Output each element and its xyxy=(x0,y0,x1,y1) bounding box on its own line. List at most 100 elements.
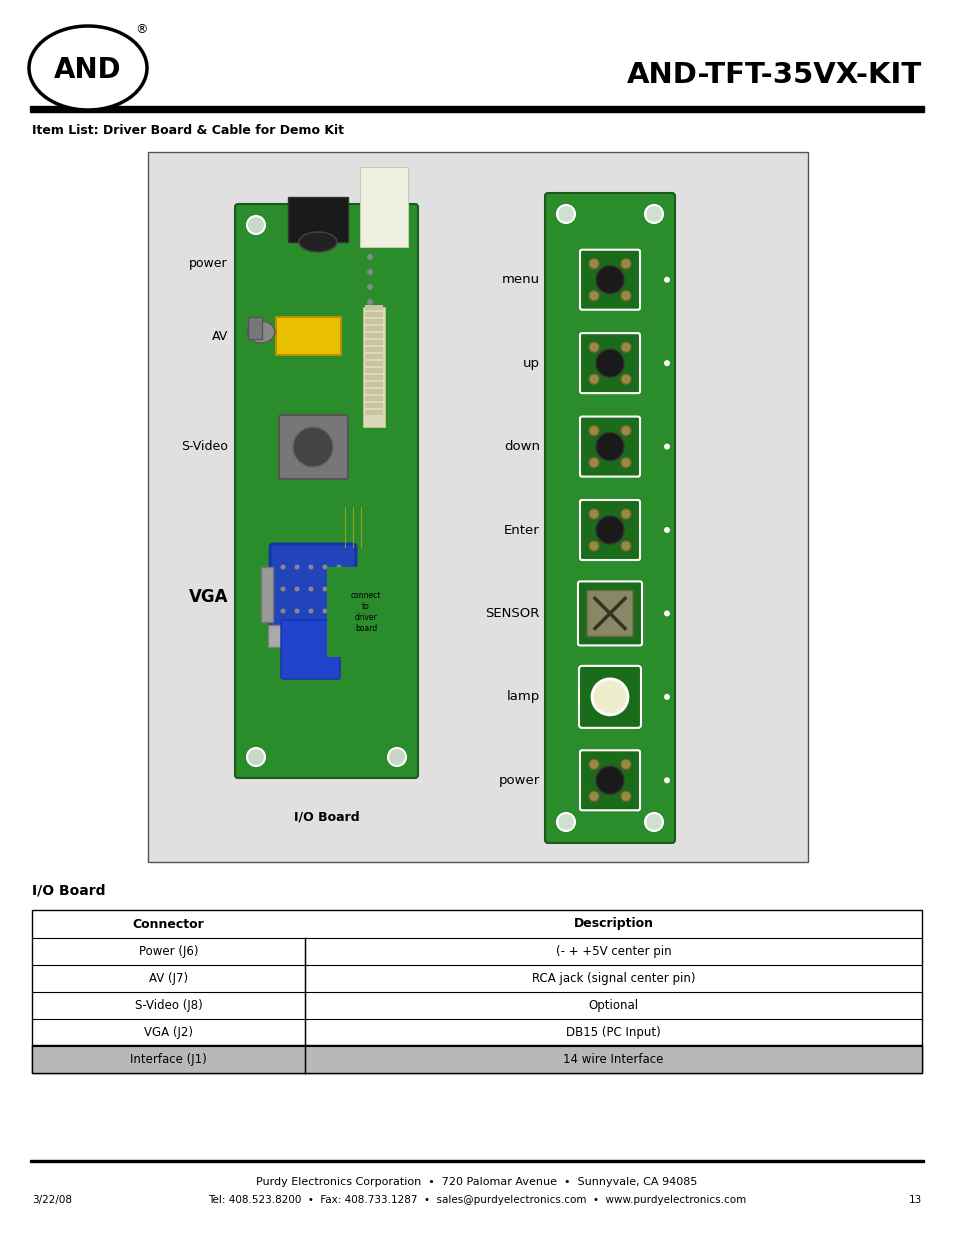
FancyBboxPatch shape xyxy=(579,249,639,310)
Circle shape xyxy=(294,587,299,592)
Text: S-Video (J8): S-Video (J8) xyxy=(134,999,202,1011)
Bar xyxy=(365,382,382,387)
Circle shape xyxy=(588,258,598,269)
Bar xyxy=(363,308,385,427)
Text: connect
to
driver
board: connect to driver board xyxy=(351,590,381,634)
Circle shape xyxy=(322,564,327,569)
Bar xyxy=(365,403,382,408)
Text: VGA (J2): VGA (J2) xyxy=(144,1026,193,1039)
Circle shape xyxy=(294,609,299,614)
Bar xyxy=(275,317,340,354)
Text: menu: menu xyxy=(501,273,539,287)
Circle shape xyxy=(620,342,630,352)
Text: Item List: Driver Board & Cable for Demo Kit: Item List: Driver Board & Cable for Demo… xyxy=(32,124,344,137)
Circle shape xyxy=(644,205,662,224)
FancyBboxPatch shape xyxy=(579,500,639,559)
FancyBboxPatch shape xyxy=(579,416,639,477)
Circle shape xyxy=(588,290,598,300)
Circle shape xyxy=(596,350,623,377)
Circle shape xyxy=(663,443,669,450)
Bar xyxy=(248,317,262,338)
Text: RCA jack (signal center pin): RCA jack (signal center pin) xyxy=(531,972,695,986)
Text: Connector: Connector xyxy=(132,918,204,930)
Text: down: down xyxy=(503,440,539,453)
Circle shape xyxy=(588,374,598,384)
FancyBboxPatch shape xyxy=(579,333,639,393)
Circle shape xyxy=(336,564,341,569)
Bar xyxy=(353,567,365,622)
Circle shape xyxy=(596,766,623,794)
Text: Purdy Electronics Corporation  •  720 Palomar Avenue  •  Sunnyvale, CA 94085: Purdy Electronics Corporation • 720 Palo… xyxy=(256,1177,697,1187)
Text: power: power xyxy=(498,774,539,787)
Text: 13: 13 xyxy=(908,1195,921,1205)
Bar xyxy=(268,625,297,647)
Circle shape xyxy=(620,458,630,468)
Circle shape xyxy=(367,299,373,305)
Bar xyxy=(365,340,382,345)
Bar xyxy=(365,312,382,317)
Bar xyxy=(32,910,921,1073)
Ellipse shape xyxy=(298,232,336,252)
Text: DB15 (PC Input): DB15 (PC Input) xyxy=(565,1026,660,1039)
Bar xyxy=(365,319,382,324)
Bar xyxy=(365,333,382,338)
Text: I/O Board: I/O Board xyxy=(294,810,359,824)
Bar xyxy=(359,167,408,247)
Circle shape xyxy=(592,679,627,715)
Circle shape xyxy=(322,609,327,614)
FancyBboxPatch shape xyxy=(234,204,417,778)
Text: 14 wire Interface: 14 wire Interface xyxy=(562,1053,663,1066)
Text: SENSOR: SENSOR xyxy=(485,606,539,620)
Text: Interface (J1): Interface (J1) xyxy=(130,1053,207,1066)
Text: S-Video: S-Video xyxy=(181,441,228,453)
Text: Enter: Enter xyxy=(504,524,539,536)
Circle shape xyxy=(663,277,669,283)
Circle shape xyxy=(620,541,630,551)
Bar xyxy=(365,375,382,380)
Circle shape xyxy=(280,587,285,592)
Text: AV: AV xyxy=(212,331,228,343)
FancyBboxPatch shape xyxy=(578,582,641,646)
Circle shape xyxy=(367,254,373,261)
Bar xyxy=(30,106,923,112)
Bar xyxy=(365,326,382,331)
Text: Optional: Optional xyxy=(588,999,638,1011)
Bar xyxy=(148,152,807,862)
Circle shape xyxy=(367,269,373,275)
Circle shape xyxy=(588,426,598,436)
FancyBboxPatch shape xyxy=(579,751,639,810)
Text: (- + +5V center pin: (- + +5V center pin xyxy=(555,945,671,958)
Circle shape xyxy=(588,342,598,352)
Ellipse shape xyxy=(29,26,147,110)
Circle shape xyxy=(596,266,623,294)
Text: Description: Description xyxy=(573,918,653,930)
Circle shape xyxy=(663,777,669,783)
Circle shape xyxy=(294,564,299,569)
Circle shape xyxy=(596,516,623,543)
FancyBboxPatch shape xyxy=(270,543,355,630)
Text: AND: AND xyxy=(54,56,122,84)
Circle shape xyxy=(557,205,575,224)
Text: lamp: lamp xyxy=(506,690,539,704)
FancyBboxPatch shape xyxy=(278,415,348,479)
Circle shape xyxy=(293,427,333,467)
Circle shape xyxy=(663,694,669,700)
Circle shape xyxy=(247,216,265,233)
Circle shape xyxy=(588,509,598,519)
FancyBboxPatch shape xyxy=(281,620,339,679)
Bar xyxy=(288,198,348,242)
Text: ®: ® xyxy=(135,23,148,37)
FancyBboxPatch shape xyxy=(586,590,633,636)
Circle shape xyxy=(588,760,598,769)
Circle shape xyxy=(620,374,630,384)
Bar xyxy=(365,389,382,394)
Circle shape xyxy=(247,748,265,766)
Bar xyxy=(261,567,273,622)
Circle shape xyxy=(663,610,669,616)
Text: AND-TFT-35VX-KIT: AND-TFT-35VX-KIT xyxy=(626,61,921,89)
Circle shape xyxy=(663,527,669,534)
Circle shape xyxy=(557,813,575,831)
Bar xyxy=(365,396,382,401)
Bar xyxy=(365,361,382,366)
Circle shape xyxy=(308,564,314,569)
